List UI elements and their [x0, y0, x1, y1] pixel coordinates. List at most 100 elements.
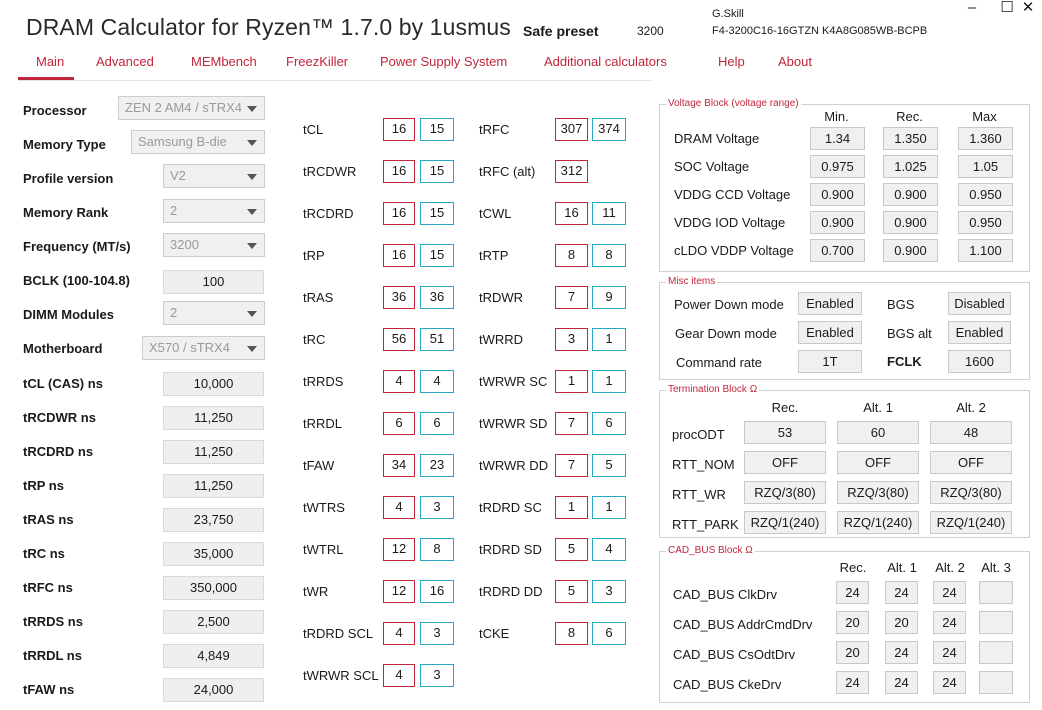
trcdrd-ns-value[interactable]: 11,250 — [163, 440, 264, 464]
twr-alt-value[interactable]: 16 — [420, 580, 454, 603]
trfc-value[interactable]: 307 — [555, 118, 588, 141]
frequency-select[interactable]: 3200 — [163, 233, 265, 257]
tfaw-ns-value[interactable]: 24,000 — [163, 678, 264, 702]
twrwr-scl-alt-value[interactable]: 3 — [420, 664, 454, 687]
cad-bus-clkdrv-value-3[interactable]: 24 — [933, 581, 966, 604]
trrds-ns-value[interactable]: 2,500 — [163, 610, 264, 634]
fclk-value[interactable]: 1600 — [948, 350, 1011, 373]
trdwr-alt-value[interactable]: 9 — [592, 286, 626, 309]
twr-value[interactable]: 12 — [383, 580, 415, 603]
tcl-alt-value[interactable]: 15 — [420, 118, 454, 141]
trrds-value[interactable]: 4 — [383, 370, 415, 393]
cad-bus-addrcmddrv-value-3[interactable]: 24 — [933, 611, 966, 634]
bgs-alt-value[interactable]: Enabled — [948, 321, 1011, 344]
cad-bus-clkdrv-value-1[interactable]: 24 — [836, 581, 869, 604]
tcwl-value[interactable]: 16 — [555, 202, 588, 225]
tras-ns-value[interactable]: 23,750 — [163, 508, 264, 532]
cad-bus-csodtdrv-value-4[interactable] — [979, 641, 1013, 664]
trc-ns-value[interactable]: 35,000 — [163, 542, 264, 566]
trcdwr-alt-value[interactable]: 15 — [420, 160, 454, 183]
cad-bus-ckedrv-value-1[interactable]: 24 — [836, 671, 869, 694]
tcl-value[interactable]: 16 — [383, 118, 415, 141]
trrds-alt-value[interactable]: 4 — [420, 370, 454, 393]
trcdrd-alt-value[interactable]: 15 — [420, 202, 454, 225]
trrdl-alt-value[interactable]: 6 — [420, 412, 454, 435]
cad-bus-addrcmddrv-value-1[interactable]: 20 — [836, 611, 869, 634]
close-icon[interactable]: ✕ — [1021, 0, 1035, 16]
cad-bus-addrcmddrv-value-2[interactable]: 20 — [885, 611, 918, 634]
twrwr-scl-value[interactable]: 4 — [383, 664, 415, 687]
tab-about[interactable]: About — [778, 54, 812, 69]
cad-bus-clkdrv-value-2[interactable]: 24 — [885, 581, 918, 604]
trtp-value[interactable]: 8 — [555, 244, 588, 267]
vddg-ccd-voltage-min[interactable]: 0.900 — [810, 183, 865, 206]
cad-bus-csodtdrv-value-3[interactable]: 24 — [933, 641, 966, 664]
procodt-value-1[interactable]: 53 — [744, 421, 826, 444]
cldo-vddp-voltage-rec[interactable]: 0.900 — [883, 239, 938, 262]
dram-voltage-min[interactable]: 1.34 — [810, 127, 865, 150]
trp-ns-value[interactable]: 11,250 — [163, 474, 264, 498]
cad-bus-ckedrv-value-3[interactable]: 24 — [933, 671, 966, 694]
twrwr-sc-value[interactable]: 1 — [555, 370, 588, 393]
rtt-nom-value-1[interactable]: OFF — [744, 451, 826, 474]
trtp-alt-value[interactable]: 8 — [592, 244, 626, 267]
trdrd-dd-alt-value[interactable]: 3 — [592, 580, 626, 603]
trcdrd-value[interactable]: 16 — [383, 202, 415, 225]
tcke-value[interactable]: 8 — [555, 622, 588, 645]
vddg-iod-voltage-rec[interactable]: 0.900 — [883, 211, 938, 234]
rtt-park-value-2[interactable]: RZQ/1(240) — [837, 511, 919, 534]
twrwr-dd-value[interactable]: 7 — [555, 454, 588, 477]
trdrd-scl-value[interactable]: 4 — [383, 622, 415, 645]
tab-freezkiller[interactable]: FreezKiller — [286, 54, 349, 69]
minimize-icon[interactable]: – — [967, 0, 977, 16]
tab-membench[interactable]: MEMbench — [191, 54, 257, 69]
tcwl-alt-value[interactable]: 11 — [592, 202, 626, 225]
twrwr-sc-alt-value[interactable]: 1 — [592, 370, 626, 393]
tcke-alt-value[interactable]: 6 — [592, 622, 626, 645]
trdrd-sd-value[interactable]: 5 — [555, 538, 588, 561]
twrwr-sd-value[interactable]: 7 — [555, 412, 588, 435]
trcdwr-value[interactable]: 16 — [383, 160, 415, 183]
twrwr-sd-alt-value[interactable]: 6 — [592, 412, 626, 435]
twtrs-alt-value[interactable]: 3 — [420, 496, 454, 519]
twrrd-value[interactable]: 3 — [555, 328, 588, 351]
trp-alt-value[interactable]: 15 — [420, 244, 454, 267]
twtrl-value[interactable]: 12 — [383, 538, 415, 561]
vddg-iod-voltage-max[interactable]: 0.950 — [958, 211, 1013, 234]
tab-main[interactable]: Main — [36, 54, 65, 69]
twrwr-dd-alt-value[interactable]: 5 — [592, 454, 626, 477]
soc-voltage-max[interactable]: 1.05 — [958, 155, 1013, 178]
trcdwr-ns-value[interactable]: 11,250 — [163, 406, 264, 430]
vddg-ccd-voltage-max[interactable]: 0.950 — [958, 183, 1013, 206]
tras-value[interactable]: 36 — [383, 286, 415, 309]
tab-additional-calculators[interactable]: Additional calculators — [544, 54, 667, 69]
vddg-iod-voltage-min[interactable]: 0.900 — [810, 211, 865, 234]
bgs-value[interactable]: Disabled — [948, 292, 1011, 315]
soc-voltage-min[interactable]: 0.975 — [810, 155, 865, 178]
tab-advanced[interactable]: Advanced — [96, 54, 154, 69]
cad-bus-ckedrv-value-2[interactable]: 24 — [885, 671, 918, 694]
cldo-vddp-voltage-max[interactable]: 1.100 — [958, 239, 1013, 262]
trfc-alt-value[interactable]: 312 — [555, 160, 588, 183]
processor-select[interactable]: ZEN 2 AM4 / sTRX4 — [118, 96, 265, 120]
vddg-ccd-voltage-rec[interactable]: 0.900 — [883, 183, 938, 206]
dram-voltage-max[interactable]: 1.360 — [958, 127, 1013, 150]
twtrl-alt-value[interactable]: 8 — [420, 538, 454, 561]
trdrd-sd-alt-value[interactable]: 4 — [592, 538, 626, 561]
trdrd-scl-alt-value[interactable]: 3 — [420, 622, 454, 645]
cad-bus-csodtdrv-value-1[interactable]: 20 — [836, 641, 869, 664]
trdwr-value[interactable]: 7 — [555, 286, 588, 309]
command-rate-value[interactable]: 1T — [798, 350, 862, 373]
soc-voltage-rec[interactable]: 1.025 — [883, 155, 938, 178]
bclk-input[interactable]: 100 — [163, 270, 264, 294]
rtt-wr-value-2[interactable]: RZQ/3(80) — [837, 481, 919, 504]
tras-alt-value[interactable]: 36 — [420, 286, 454, 309]
trdrd-sc-value[interactable]: 1 — [555, 496, 588, 519]
memory-rank-select[interactable]: 2 — [163, 199, 265, 223]
cad-bus-clkdrv-value-4[interactable] — [979, 581, 1013, 604]
power-down-value[interactable]: Enabled — [798, 292, 862, 315]
trc-alt-value[interactable]: 51 — [420, 328, 454, 351]
rtt-wr-value-1[interactable]: RZQ/3(80) — [744, 481, 826, 504]
rtt-nom-value-2[interactable]: OFF — [837, 451, 919, 474]
dram-voltage-rec[interactable]: 1.350 — [883, 127, 938, 150]
